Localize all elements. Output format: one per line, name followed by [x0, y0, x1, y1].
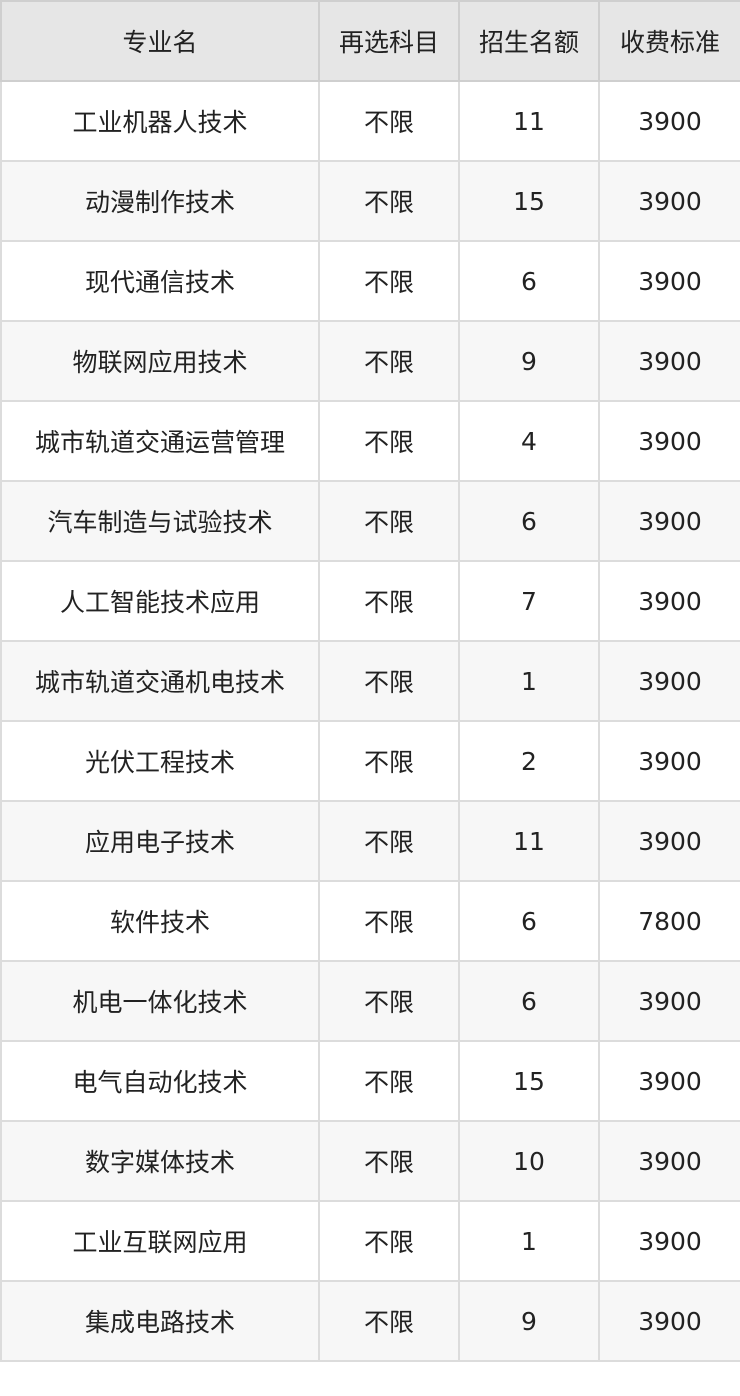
table-row: 软件技术 不限 6 7800 [0, 880, 740, 962]
enrollment-quota-cell: 9 [458, 320, 600, 402]
major-name-cell: 城市轨道交通机电技术 [0, 640, 320, 722]
enrollment-quota-cell: 11 [458, 80, 600, 162]
major-name-cell: 集成电路技术 [0, 1280, 320, 1362]
table-row: 城市轨道交通运营管理 不限 4 3900 [0, 400, 740, 482]
elective-subjects-cell: 不限 [318, 880, 460, 962]
tuition-cell: 3900 [598, 160, 740, 242]
elective-subjects-cell: 不限 [318, 720, 460, 802]
enrollment-quota-cell: 7 [458, 560, 600, 642]
tuition-cell: 3900 [598, 1280, 740, 1362]
majors-table: 专业名 再选科目 招生名额 收费标准 工业机器人技术 不限 11 3900 动漫制作技术… [0, 0, 740, 1362]
enrollment-quota-cell: 1 [458, 640, 600, 722]
table-row: 动漫制作技术 不限 15 3900 [0, 160, 740, 242]
table-body: 工业机器人技术 不限 11 3900 动漫制作技术 不限 15 3900 现代通信技术 不限 6 39… [0, 80, 740, 1362]
tuition-cell: 3900 [598, 960, 740, 1042]
tuition-cell: 3900 [598, 480, 740, 562]
enrollment-quota-cell: 6 [458, 240, 600, 322]
tuition-cell: 3900 [598, 1120, 740, 1202]
enrollment-quota-cell: 1 [458, 1200, 600, 1282]
enrollment-quota-cell: 15 [458, 1040, 600, 1122]
elective-subjects-cell: 不限 [318, 320, 460, 402]
tuition-cell: 3900 [598, 1200, 740, 1282]
header-enrollment-quota: 招生名额 [458, 0, 600, 82]
header-elective-subjects: 再选科目 [318, 0, 460, 82]
major-name-cell: 现代通信技术 [0, 240, 320, 322]
enrollment-quota-cell: 2 [458, 720, 600, 802]
major-name-cell: 物联网应用技术 [0, 320, 320, 402]
header-row: 专业名 再选科目 招生名额 收费标准 [0, 0, 740, 82]
major-name-cell: 电气自动化技术 [0, 1040, 320, 1122]
table-row: 工业机器人技术 不限 11 3900 [0, 80, 740, 162]
table-row: 机电一体化技术 不限 6 3900 [0, 960, 740, 1042]
major-name-cell: 光伏工程技术 [0, 720, 320, 802]
elective-subjects-cell: 不限 [318, 1040, 460, 1122]
major-name-cell: 动漫制作技术 [0, 160, 320, 242]
tuition-cell: 3900 [598, 240, 740, 322]
elective-subjects-cell: 不限 [318, 160, 460, 242]
table-row: 光伏工程技术 不限 2 3900 [0, 720, 740, 802]
table-row: 物联网应用技术 不限 9 3900 [0, 320, 740, 402]
major-name-cell: 人工智能技术应用 [0, 560, 320, 642]
major-name-cell: 机电一体化技术 [0, 960, 320, 1042]
table-row: 汽车制造与试验技术 不限 6 3900 [0, 480, 740, 562]
header-tuition: 收费标准 [598, 0, 740, 82]
elective-subjects-cell: 不限 [318, 240, 460, 322]
tuition-cell: 3900 [598, 80, 740, 162]
major-name-cell: 工业机器人技术 [0, 80, 320, 162]
table-row: 集成电路技术 不限 9 3900 [0, 1280, 740, 1362]
enrollment-quota-cell: 15 [458, 160, 600, 242]
elective-subjects-cell: 不限 [318, 400, 460, 482]
major-name-cell: 工业互联网应用 [0, 1200, 320, 1282]
elective-subjects-cell: 不限 [318, 1280, 460, 1362]
tuition-cell: 3900 [598, 1040, 740, 1122]
elective-subjects-cell: 不限 [318, 1200, 460, 1282]
major-name-cell: 数字媒体技术 [0, 1120, 320, 1202]
major-name-cell: 应用电子技术 [0, 800, 320, 882]
elective-subjects-cell: 不限 [318, 560, 460, 642]
tuition-cell: 3900 [598, 320, 740, 402]
enrollment-quota-cell: 9 [458, 1280, 600, 1362]
table-row: 现代通信技术 不限 6 3900 [0, 240, 740, 322]
enrollment-quota-cell: 6 [458, 960, 600, 1042]
enrollment-quota-cell: 10 [458, 1120, 600, 1202]
elective-subjects-cell: 不限 [318, 640, 460, 722]
enrollment-quota-cell: 6 [458, 880, 600, 962]
header-major-name: 专业名 [0, 0, 320, 82]
elective-subjects-cell: 不限 [318, 800, 460, 882]
table-row: 人工智能技术应用 不限 7 3900 [0, 560, 740, 642]
elective-subjects-cell: 不限 [318, 1120, 460, 1202]
major-name-cell: 汽车制造与试验技术 [0, 480, 320, 562]
enrollment-quota-cell: 11 [458, 800, 600, 882]
major-name-cell: 城市轨道交通运营管理 [0, 400, 320, 482]
elective-subjects-cell: 不限 [318, 80, 460, 162]
elective-subjects-cell: 不限 [318, 960, 460, 1042]
major-name-cell: 软件技术 [0, 880, 320, 962]
table-row: 工业互联网应用 不限 1 3900 [0, 1200, 740, 1282]
table-row: 应用电子技术 不限 11 3900 [0, 800, 740, 882]
tuition-cell: 3900 [598, 720, 740, 802]
tuition-cell: 3900 [598, 400, 740, 482]
elective-subjects-cell: 不限 [318, 480, 460, 562]
tuition-cell: 3900 [598, 800, 740, 882]
table-row: 数字媒体技术 不限 10 3900 [0, 1120, 740, 1202]
enrollment-quota-cell: 4 [458, 400, 600, 482]
tuition-cell: 3900 [598, 560, 740, 642]
table-row: 城市轨道交通机电技术 不限 1 3900 [0, 640, 740, 722]
tuition-cell: 3900 [598, 640, 740, 722]
enrollment-quota-cell: 6 [458, 480, 600, 562]
table-row: 电气自动化技术 不限 15 3900 [0, 1040, 740, 1122]
tuition-cell: 7800 [598, 880, 740, 962]
